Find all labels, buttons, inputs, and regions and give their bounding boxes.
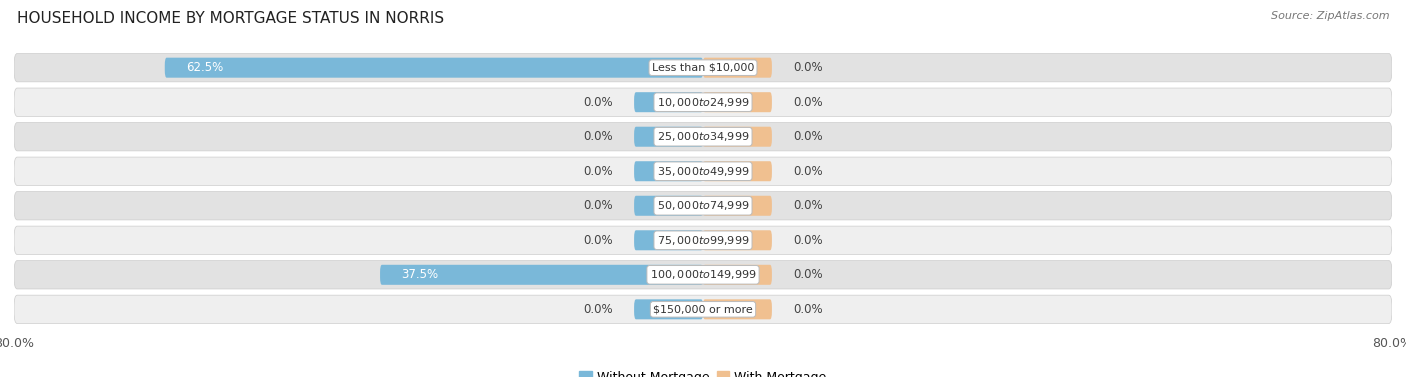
Text: 0.0%: 0.0%: [583, 165, 613, 178]
Text: $150,000 or more: $150,000 or more: [654, 304, 752, 314]
Text: 0.0%: 0.0%: [793, 303, 823, 316]
FancyBboxPatch shape: [14, 88, 1392, 116]
FancyBboxPatch shape: [14, 226, 1392, 254]
FancyBboxPatch shape: [14, 54, 1392, 82]
Text: 0.0%: 0.0%: [583, 130, 613, 143]
Text: 0.0%: 0.0%: [793, 268, 823, 281]
Text: HOUSEHOLD INCOME BY MORTGAGE STATUS IN NORRIS: HOUSEHOLD INCOME BY MORTGAGE STATUS IN N…: [17, 11, 444, 26]
Legend: Without Mortgage, With Mortgage: Without Mortgage, With Mortgage: [574, 366, 832, 377]
Text: 0.0%: 0.0%: [583, 234, 613, 247]
FancyBboxPatch shape: [703, 92, 772, 112]
FancyBboxPatch shape: [703, 127, 772, 147]
Text: 62.5%: 62.5%: [186, 61, 224, 74]
FancyBboxPatch shape: [703, 265, 772, 285]
FancyBboxPatch shape: [165, 58, 703, 78]
Text: $10,000 to $24,999: $10,000 to $24,999: [657, 96, 749, 109]
FancyBboxPatch shape: [14, 192, 1392, 220]
FancyBboxPatch shape: [634, 127, 703, 147]
FancyBboxPatch shape: [14, 157, 1392, 185]
Text: 0.0%: 0.0%: [793, 96, 823, 109]
FancyBboxPatch shape: [703, 196, 772, 216]
Text: $35,000 to $49,999: $35,000 to $49,999: [657, 165, 749, 178]
Text: 0.0%: 0.0%: [793, 130, 823, 143]
FancyBboxPatch shape: [634, 299, 703, 319]
FancyBboxPatch shape: [634, 230, 703, 250]
FancyBboxPatch shape: [703, 299, 772, 319]
FancyBboxPatch shape: [703, 161, 772, 181]
Text: Less than $10,000: Less than $10,000: [652, 63, 754, 73]
FancyBboxPatch shape: [703, 58, 772, 78]
Text: 37.5%: 37.5%: [402, 268, 439, 281]
Text: $50,000 to $74,999: $50,000 to $74,999: [657, 199, 749, 212]
FancyBboxPatch shape: [380, 265, 703, 285]
Text: 0.0%: 0.0%: [793, 165, 823, 178]
Text: 0.0%: 0.0%: [583, 199, 613, 212]
Text: Source: ZipAtlas.com: Source: ZipAtlas.com: [1271, 11, 1389, 21]
Text: $25,000 to $34,999: $25,000 to $34,999: [657, 130, 749, 143]
Text: 0.0%: 0.0%: [793, 61, 823, 74]
FancyBboxPatch shape: [14, 295, 1392, 323]
FancyBboxPatch shape: [703, 230, 772, 250]
Text: 0.0%: 0.0%: [583, 96, 613, 109]
Text: $75,000 to $99,999: $75,000 to $99,999: [657, 234, 749, 247]
Text: $100,000 to $149,999: $100,000 to $149,999: [650, 268, 756, 281]
FancyBboxPatch shape: [14, 123, 1392, 151]
Text: 0.0%: 0.0%: [583, 303, 613, 316]
Text: 0.0%: 0.0%: [793, 234, 823, 247]
Text: 0.0%: 0.0%: [793, 199, 823, 212]
FancyBboxPatch shape: [634, 196, 703, 216]
FancyBboxPatch shape: [14, 261, 1392, 289]
FancyBboxPatch shape: [634, 161, 703, 181]
FancyBboxPatch shape: [634, 92, 703, 112]
